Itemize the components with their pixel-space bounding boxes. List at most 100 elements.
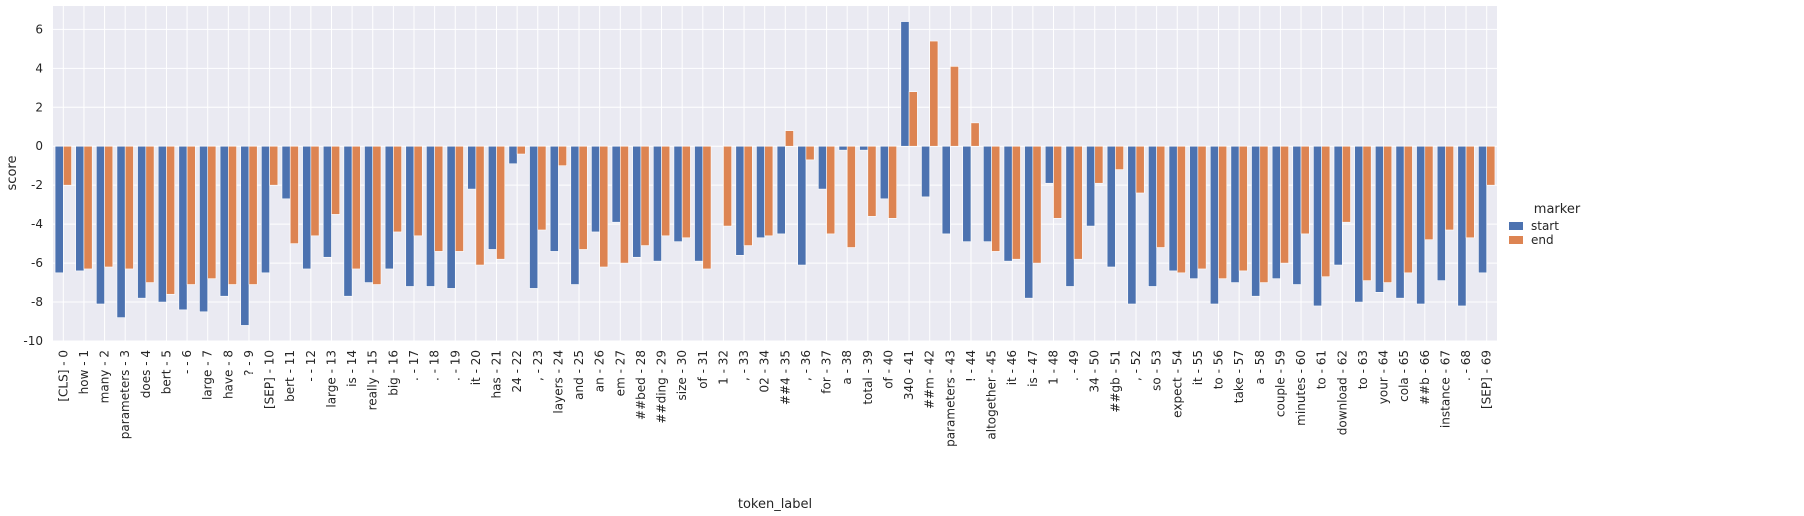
bar-start	[1436, 145, 1446, 281]
x-tick-label: bert - 11	[283, 350, 297, 402]
bar-end	[929, 40, 939, 147]
x-tick-label: ##4 - 35	[778, 350, 792, 405]
bar-start	[1168, 145, 1178, 272]
bar-start	[219, 145, 229, 297]
bar-end	[145, 145, 155, 283]
x-tick-label: a - 58	[1253, 350, 1267, 385]
x-tick-label: it - 20	[469, 350, 483, 385]
bar-end	[764, 145, 774, 237]
x-tick-label: ! - 44	[964, 350, 978, 382]
legend-label-end: end	[1531, 233, 1554, 247]
bar-start	[1333, 145, 1343, 266]
y-tick-label: -4	[31, 217, 43, 231]
bar-end	[1218, 145, 1228, 279]
x-tick-label: , - 36	[799, 350, 813, 381]
x-tick-label: size - 30	[675, 350, 689, 401]
x-tick-label: expect - 54	[1170, 350, 1184, 418]
bar-end	[434, 145, 444, 252]
bar-start	[694, 145, 704, 262]
bar-start	[859, 145, 869, 151]
x-tick-label: - - 6	[180, 350, 194, 374]
x-tick-label: is - 14	[345, 350, 359, 387]
x-tick-label: 34 - 50	[1088, 350, 1102, 393]
bar-start	[1106, 145, 1116, 268]
bar-start	[591, 145, 600, 233]
bar-end	[207, 145, 217, 279]
bar-start	[75, 145, 85, 272]
x-tick-labels: [CLS] - 0 how - 1 many - 2 parameters - 3 do…	[56, 350, 1493, 447]
bar-end	[104, 145, 114, 268]
bar-start	[900, 21, 910, 147]
x-tick-label: 24 - 22	[510, 350, 524, 393]
legend-title: marker	[1534, 202, 1581, 217]
bar-end	[950, 66, 959, 147]
bar-start	[1127, 145, 1137, 305]
x-tick-label: ##ding - 29	[655, 350, 669, 424]
bar-end	[661, 145, 671, 237]
bar-start	[508, 145, 518, 165]
bar-end	[1176, 145, 1186, 274]
bar-end	[1280, 145, 1289, 264]
bar-end	[1300, 145, 1310, 235]
bar-start	[1251, 145, 1261, 297]
bar-end	[351, 145, 361, 270]
bar-start	[343, 145, 353, 297]
bar-end	[1321, 145, 1331, 278]
x-tick-label: ##gb - 51	[1108, 350, 1122, 413]
bar-end	[1383, 145, 1393, 283]
bar-end	[970, 122, 980, 147]
bar-end	[888, 145, 898, 219]
bar-end	[1424, 145, 1434, 241]
x-tick-label: a - 38	[840, 350, 854, 385]
bar-start	[1292, 145, 1302, 285]
y-tick-label: 0	[35, 139, 43, 153]
x-tick-label: it - 55	[1191, 350, 1205, 385]
bar-start	[1065, 145, 1075, 287]
x-tick-label: have - 8	[221, 350, 235, 399]
bar-end	[599, 145, 609, 268]
bar-start	[673, 145, 683, 242]
bar-end	[1011, 145, 1021, 260]
bar-end	[331, 145, 341, 215]
bar-end	[702, 145, 712, 270]
x-tick-label: parameters - 3	[118, 350, 132, 439]
x-tick-label: large - 7	[201, 350, 215, 400]
x-tick-label: really - 15	[366, 350, 380, 410]
bar-start	[116, 145, 126, 318]
bar-end	[83, 145, 93, 270]
bar-end	[578, 145, 588, 250]
x-tick-label: [SEP] - 10	[263, 350, 277, 409]
bar-start	[756, 145, 765, 239]
bar-start	[1024, 145, 1034, 299]
bar-end	[496, 145, 506, 260]
bar-start	[1374, 145, 1384, 293]
x-tick-label: parameters - 43	[943, 350, 957, 447]
x-tick-label: how - 1	[77, 350, 91, 394]
x-tick-label: [SEP] - 69	[1480, 350, 1494, 409]
x-tick-label: big - 16	[386, 350, 400, 396]
y-tick-label: 6	[35, 22, 43, 36]
y-tick-labels: -10 -8 -6 -4 -2 0 2 4 6	[23, 22, 43, 348]
x-tick-label: to - 56	[1212, 350, 1226, 389]
bar-start	[879, 145, 889, 200]
bar-start	[735, 145, 745, 256]
bar-end	[1238, 145, 1248, 272]
bar-end	[619, 145, 629, 264]
y-axis-title: score	[5, 156, 20, 191]
bar-start	[921, 145, 931, 198]
bar-start	[487, 145, 497, 250]
x-tick-label: download - 62	[1335, 350, 1349, 435]
x-tick-label: it - 46	[1005, 350, 1019, 385]
x-tick-label: instance - 67	[1438, 350, 1452, 428]
x-tick-label: to - 61	[1315, 350, 1329, 389]
x-tick-label: does - 4	[139, 350, 153, 398]
x-tick-label: large - 13	[324, 350, 338, 408]
x-tick-label: ? - 9	[242, 350, 256, 376]
x-tick-label: is - 47	[1026, 350, 1040, 387]
x-tick-label: so - 53	[1150, 350, 1164, 391]
bar-end	[1156, 145, 1166, 248]
bar-end	[1053, 145, 1063, 219]
bar-start	[776, 145, 786, 235]
x-tick-label: ##bed - 28	[634, 350, 648, 420]
bar-start	[549, 145, 559, 252]
